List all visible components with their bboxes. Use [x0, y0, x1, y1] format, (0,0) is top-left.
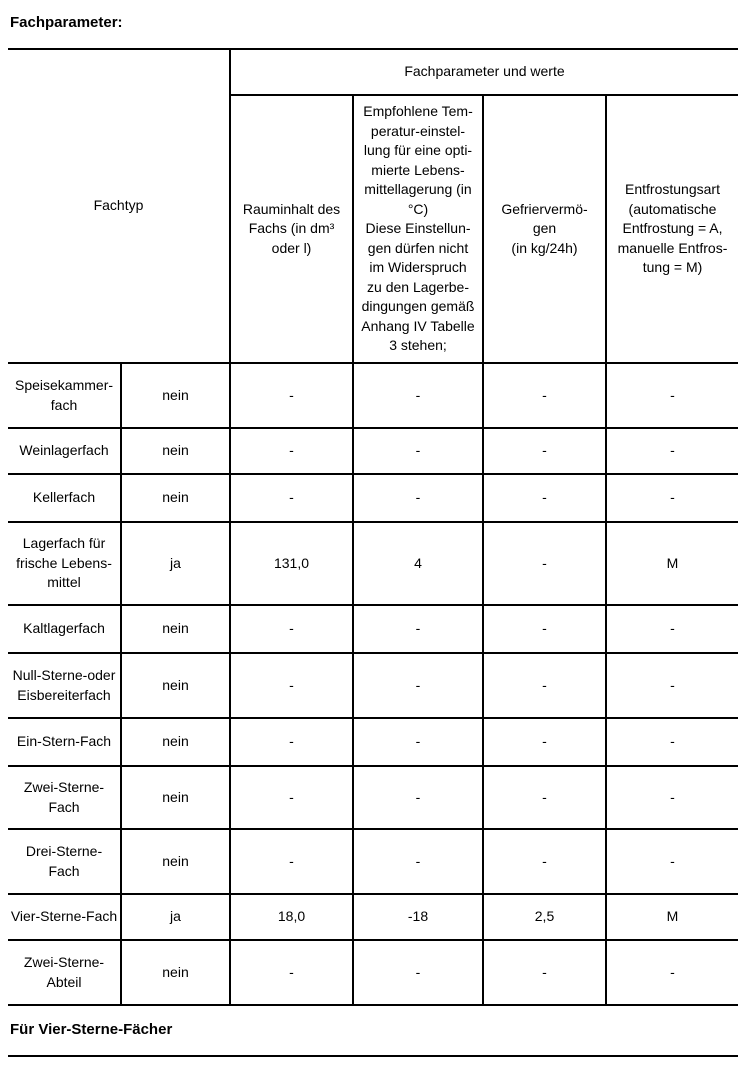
cell-temperatur: -: [352, 939, 484, 1006]
cell-temperatur: -: [352, 604, 484, 654]
cell-gefriervermoegen: -: [482, 828, 607, 895]
cell-entfrostung: -: [605, 604, 738, 654]
table-header-columns-row: Rauminhalt des Fachs (in dm³ oder l) Emp…: [8, 94, 738, 364]
cell-fachtyp: Ein-Stern-Fach: [8, 717, 122, 767]
table-row-weinlagerfach: Weinlagerfach nein - - - -: [8, 427, 738, 475]
cell-temperatur: -: [352, 473, 484, 523]
cell-rauminhalt: -: [229, 652, 354, 719]
cell-fachtyp: Weinlagerfach: [8, 427, 122, 475]
cell-rauminhalt: -: [229, 765, 354, 830]
cell-vorhanden: nein: [120, 765, 231, 830]
cell-fachtyp: Speisekammer- fach: [8, 362, 122, 429]
cell-rauminhalt: -: [229, 717, 354, 767]
table-row-kaltlagerfach: Kaltlagerfach nein - - - -: [8, 604, 738, 654]
cell-fachtyp: Lagerfach für frische Lebens- mittel: [8, 521, 122, 606]
table-row-lagerfach-frische-lebensmittel: Lagerfach für frische Lebens- mittel ja …: [8, 521, 738, 606]
header-temperatur: Empfohlene Tem- peratur-einstel- lung fü…: [352, 94, 484, 364]
cell-fachtyp: Vier-Sterne-Fach: [8, 893, 122, 941]
cell-temperatur: -18: [352, 893, 484, 941]
next-table-top-border: [8, 1055, 738, 1057]
cell-vorhanden: nein: [120, 604, 231, 654]
cell-entfrostung: -: [605, 362, 738, 429]
cell-entfrostung: -: [605, 427, 738, 475]
table-row-ein-stern-fach: Ein-Stern-Fach nein - - - -: [8, 717, 738, 767]
cell-rauminhalt: 131,0: [229, 521, 354, 606]
cell-entfrostung: -: [605, 652, 738, 719]
cell-vorhanden: ja: [120, 521, 231, 606]
cell-fachtyp: Kaltlagerfach: [8, 604, 122, 654]
cell-temperatur: 4: [352, 521, 484, 606]
table-row-kellerfach: Kellerfach nein - - - -: [8, 473, 738, 523]
cell-rauminhalt: -: [229, 427, 354, 475]
cell-vorhanden: ja: [120, 893, 231, 941]
cell-temperatur: -: [352, 765, 484, 830]
table-row-zwei-sterne-fach: Zwei-Sterne- Fach nein - - - -: [8, 765, 738, 830]
cell-entfrostung: -: [605, 717, 738, 767]
cell-gefriervermoegen: -: [482, 362, 607, 429]
cell-fachtyp: Kellerfach: [8, 473, 122, 523]
header-fachtyp: Fachtyp: [8, 48, 231, 364]
cell-fachtyp: Zwei-Sterne- Fach: [8, 765, 122, 830]
header-entfrostung: Entfrostungsart (automatische Entfrostun…: [605, 94, 738, 364]
header-gefriervermoegen: Gefriervermö- gen (in kg/24h): [482, 94, 607, 364]
cell-vorhanden: nein: [120, 362, 231, 429]
cell-gefriervermoegen: 2,5: [482, 893, 607, 941]
cell-gefriervermoegen: -: [482, 652, 607, 719]
cell-vorhanden: nein: [120, 473, 231, 523]
cell-vorhanden: nein: [120, 427, 231, 475]
cell-vorhanden: nein: [120, 717, 231, 767]
cell-entfrostung: -: [605, 473, 738, 523]
cell-gefriervermoegen: -: [482, 521, 607, 606]
cell-vorhanden: nein: [120, 652, 231, 719]
cell-temperatur: -: [352, 717, 484, 767]
table-row-null-sterne-eisbereiterfach: Null-Sterne-oder Eisbereiterfach nein - …: [8, 652, 738, 719]
cell-fachtyp: Zwei-Sterne- Abteil: [8, 939, 122, 1006]
table-row-drei-sterne-fach: Drei-Sterne- Fach nein - - - -: [8, 828, 738, 895]
cell-rauminhalt: 18,0: [229, 893, 354, 941]
cell-gefriervermoegen: -: [482, 939, 607, 1006]
cell-rauminhalt: -: [229, 473, 354, 523]
fachparameter-table: Fachtyp Fachparameter und werte Rauminha…: [8, 48, 738, 1006]
cell-vorhanden: nein: [120, 828, 231, 895]
table-row-zwei-sterne-abteil: Zwei-Sterne- Abteil nein - - - -: [8, 939, 738, 1006]
cell-rauminhalt: -: [229, 939, 354, 1006]
cell-entfrostung: -: [605, 939, 738, 1006]
cell-entfrostung: -: [605, 765, 738, 830]
table-row-speisekammerfach: Speisekammer- fach nein - - - -: [8, 362, 738, 429]
page-title: Fachparameter:: [10, 14, 123, 31]
header-group: Fachparameter und werte: [229, 48, 738, 96]
cell-gefriervermoegen: -: [482, 473, 607, 523]
header-rauminhalt: Rauminhalt des Fachs (in dm³ oder l): [229, 94, 354, 364]
cell-temperatur: -: [352, 427, 484, 475]
cell-rauminhalt: -: [229, 604, 354, 654]
cell-rauminhalt: -: [229, 362, 354, 429]
cell-fachtyp: Null-Sterne-oder Eisbereiterfach: [8, 652, 122, 719]
cell-gefriervermoegen: -: [482, 717, 607, 767]
cell-rauminhalt: -: [229, 828, 354, 895]
cell-gefriervermoegen: -: [482, 765, 607, 830]
table-row-vier-sterne-fach: Vier-Sterne-Fach ja 18,0 -18 2,5 M: [8, 893, 738, 941]
cell-temperatur: -: [352, 652, 484, 719]
document-page: Fachparameter: Fachtyp Fachparameter und…: [0, 13, 740, 1087]
section-heading-vier-sterne: Für Vier-Sterne-Fächer: [10, 1021, 173, 1038]
cell-temperatur: -: [352, 828, 484, 895]
cell-vorhanden: nein: [120, 939, 231, 1006]
table-header-group-row: Fachtyp Fachparameter und werte: [8, 48, 738, 364]
cell-entfrostung: -: [605, 828, 738, 895]
cell-temperatur: -: [352, 362, 484, 429]
cell-entfrostung: M: [605, 893, 738, 941]
cell-gefriervermoegen: -: [482, 427, 607, 475]
cell-fachtyp: Drei-Sterne- Fach: [8, 828, 122, 895]
cell-entfrostung: M: [605, 521, 738, 606]
cell-gefriervermoegen: -: [482, 604, 607, 654]
